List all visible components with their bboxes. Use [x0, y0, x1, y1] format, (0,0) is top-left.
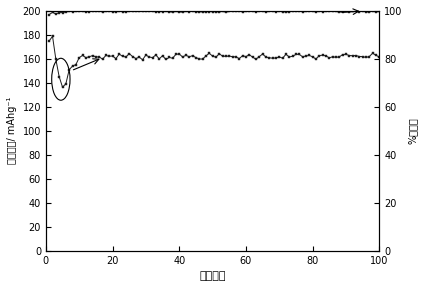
- Y-axis label: 放电容量/ mAhg⁻¹: 放电容量/ mAhg⁻¹: [7, 97, 17, 164]
- Y-axis label: %／效率: %／效率: [408, 118, 418, 144]
- X-axis label: 循环圈数: 循环圈数: [199, 271, 226, 281]
